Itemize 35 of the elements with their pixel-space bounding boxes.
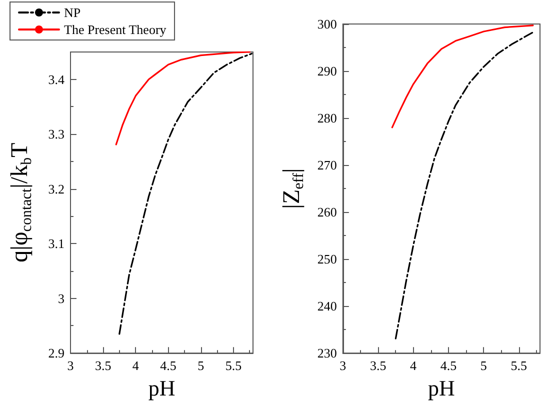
y-tick-label: 3.1	[48, 236, 64, 252]
line-series	[115, 51, 251, 146]
x-tick-label: 5.5	[225, 358, 242, 374]
x-tick-label: 3.5	[94, 358, 112, 374]
y-tick-label: 240	[317, 298, 337, 314]
x-tick-label: 4.5	[440, 358, 457, 374]
x-axis-title: pH	[428, 376, 456, 400]
y-tick-label: 3.3	[48, 126, 64, 142]
y-tick-label: 280	[317, 110, 337, 126]
y-tick-label: 230	[317, 346, 337, 361]
y-tick-label: 290	[317, 64, 337, 79]
line-series	[394, 30, 536, 340]
x-tick-label: 5.5	[510, 358, 528, 374]
y-tick-label: 260	[317, 204, 337, 220]
y-tick-label: 270	[317, 158, 337, 173]
x-tick-label: 5	[480, 358, 487, 374]
line-series	[391, 24, 534, 128]
y-axis-title: |Zeff|	[279, 168, 307, 209]
x-tick-label: 4.5	[160, 358, 176, 374]
x-tick-label: 5	[198, 358, 204, 374]
y-axis-title: q|φcontact|/kbT	[7, 142, 35, 262]
x-tick-label: 4	[410, 358, 418, 374]
y-tick-label: 3.4	[48, 72, 65, 87]
y-tick-label: 250	[317, 252, 337, 267]
line-series	[118, 52, 252, 335]
y-tick-label: 3	[58, 290, 64, 306]
x-tick-label: 4	[132, 358, 140, 374]
legend-label: NP	[64, 5, 81, 20]
legend-label: The Present Theory	[64, 22, 167, 37]
y-tick-label: 2.9	[48, 346, 64, 361]
x-axis-title: pH	[148, 376, 176, 400]
x-tick-label: 3.5	[370, 358, 386, 374]
y-tick-label: 3.2	[48, 181, 64, 196]
x-tick-label: 3	[340, 358, 346, 374]
y-tick-label: 300	[317, 16, 337, 32]
